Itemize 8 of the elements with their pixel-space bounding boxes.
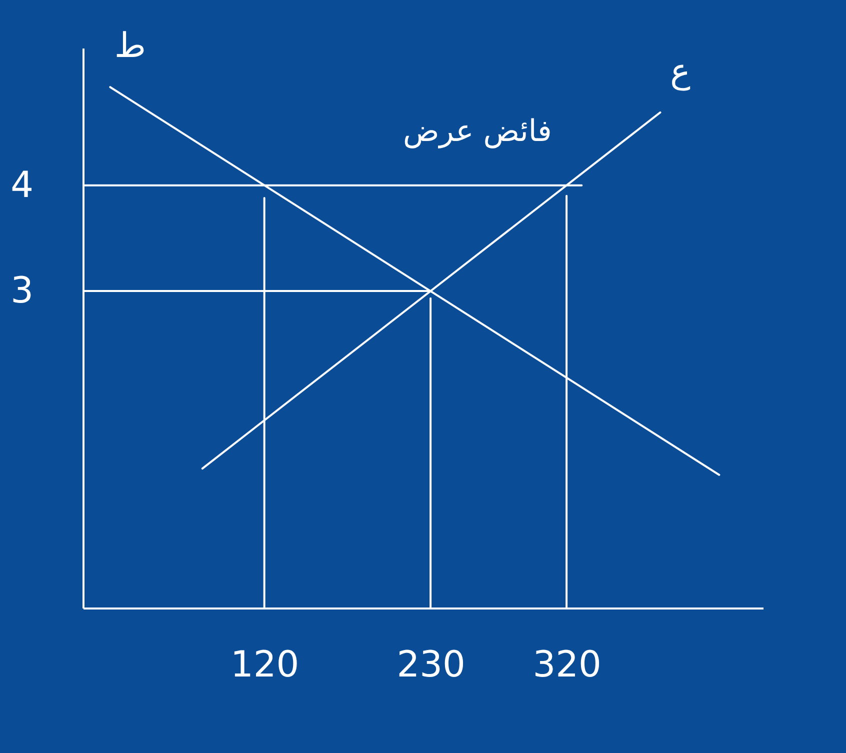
y-tick-label: 4 — [10, 164, 34, 206]
x-tick-label: 320 — [532, 644, 602, 686]
x-tick-label: 230 — [396, 644, 466, 686]
y-tick-label: 3 — [10, 270, 34, 312]
series-label: ع — [670, 51, 690, 92]
annotation: فائض عرض — [402, 114, 552, 149]
series-label: ط — [114, 26, 146, 66]
x-tick-label: 120 — [230, 644, 300, 686]
